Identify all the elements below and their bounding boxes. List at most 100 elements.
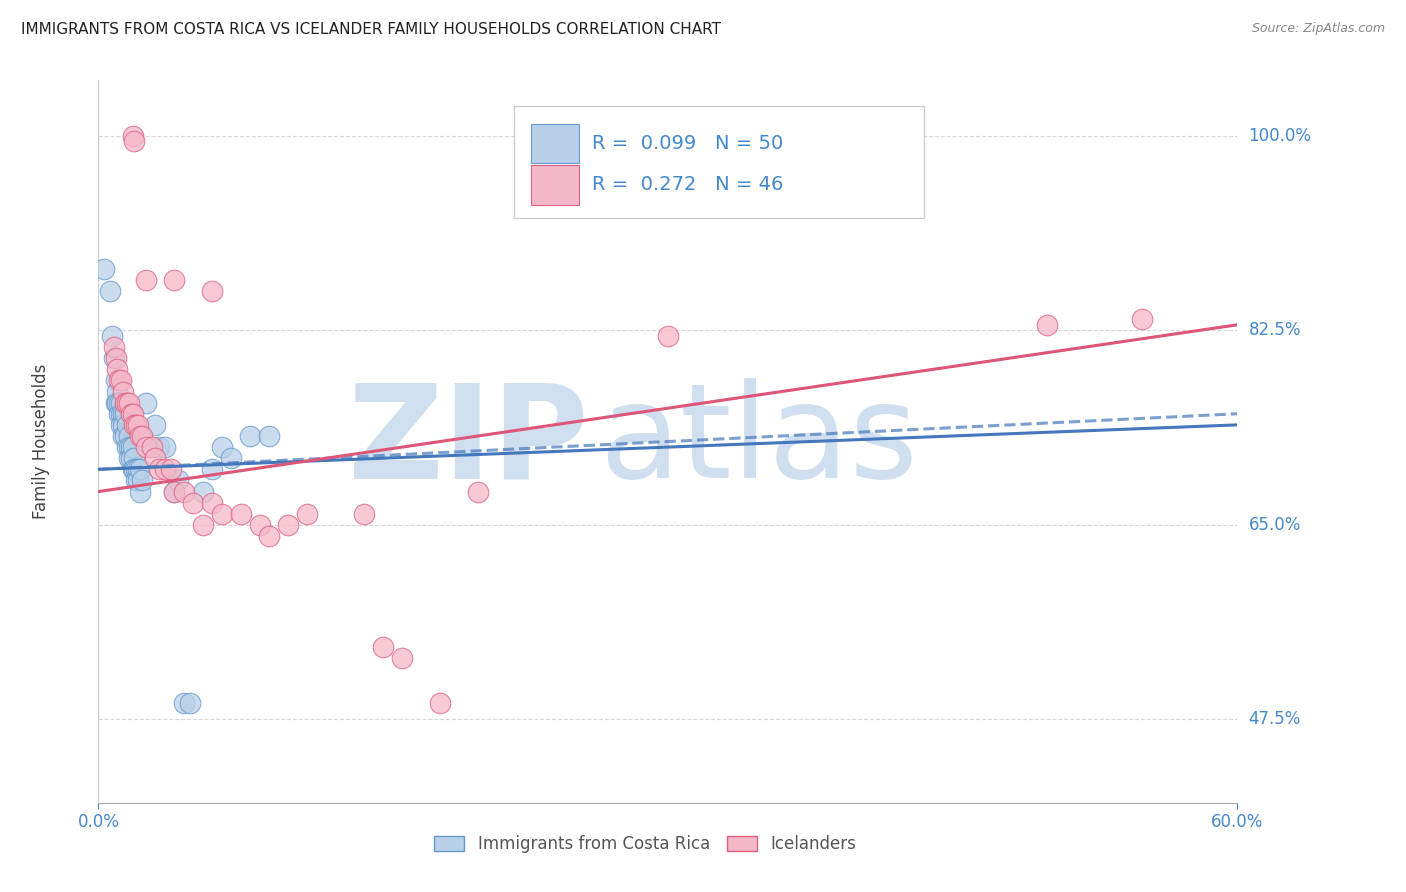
Point — [118, 429, 141, 443]
Point — [145, 417, 167, 432]
Text: 100.0%: 100.0% — [1249, 127, 1312, 145]
Point — [141, 440, 163, 454]
Point — [110, 395, 132, 409]
Point — [120, 440, 142, 454]
Point — [103, 340, 125, 354]
Point — [104, 395, 127, 409]
Point — [107, 362, 129, 376]
Point — [118, 451, 141, 466]
Point — [114, 429, 136, 443]
Point — [191, 484, 214, 499]
Point — [114, 395, 136, 409]
Point — [110, 417, 132, 432]
Point — [121, 407, 143, 421]
Point — [201, 496, 224, 510]
Bar — [531, 165, 579, 204]
Point — [183, 496, 205, 510]
Point — [657, 329, 679, 343]
Point — [131, 429, 153, 443]
Point — [124, 135, 146, 149]
Point — [114, 407, 136, 421]
Point — [104, 351, 127, 366]
Point — [145, 451, 167, 466]
Point — [112, 429, 135, 443]
Point — [167, 474, 190, 488]
Point — [259, 429, 281, 443]
Point — [125, 474, 148, 488]
Point — [100, 329, 122, 343]
Point — [112, 384, 135, 399]
Text: atlas: atlas — [599, 378, 918, 505]
Point — [163, 484, 186, 499]
Point — [108, 373, 131, 387]
Text: R =  0.099   N = 50: R = 0.099 N = 50 — [592, 134, 783, 153]
Point — [153, 440, 176, 454]
Point — [1132, 312, 1154, 326]
Point — [121, 462, 143, 476]
Point — [211, 440, 233, 454]
Point — [118, 395, 141, 409]
Point — [353, 507, 375, 521]
Text: ZIP: ZIP — [347, 378, 588, 505]
Point — [148, 462, 170, 476]
Point — [179, 696, 201, 710]
FancyBboxPatch shape — [515, 105, 924, 218]
Point — [201, 285, 224, 299]
Point — [129, 429, 152, 443]
Point — [173, 484, 195, 499]
Point — [391, 651, 413, 665]
Point — [159, 462, 181, 476]
Point — [107, 384, 129, 399]
Point — [124, 417, 146, 432]
Point — [120, 407, 142, 421]
Point — [120, 451, 142, 466]
Point — [107, 395, 129, 409]
Point — [153, 462, 176, 476]
Point — [127, 474, 149, 488]
Text: Source: ZipAtlas.com: Source: ZipAtlas.com — [1251, 22, 1385, 36]
Text: 47.5%: 47.5% — [1249, 710, 1301, 729]
Point — [191, 517, 214, 532]
Point — [173, 696, 195, 710]
Point — [129, 462, 152, 476]
Point — [277, 517, 299, 532]
Point — [163, 273, 186, 287]
Point — [135, 395, 157, 409]
Point — [121, 128, 143, 143]
Text: Family Households: Family Households — [32, 364, 51, 519]
Text: 65.0%: 65.0% — [1249, 516, 1301, 534]
Point — [112, 407, 135, 421]
Point — [229, 507, 252, 521]
Point — [148, 440, 170, 454]
Point — [98, 285, 121, 299]
Point — [239, 429, 262, 443]
Point — [110, 407, 132, 421]
Point — [429, 696, 451, 710]
Point — [249, 517, 271, 532]
Point — [108, 395, 131, 409]
Point — [127, 462, 149, 476]
Point — [115, 417, 138, 432]
Point — [121, 440, 143, 454]
Point — [93, 262, 115, 277]
Point — [115, 395, 138, 409]
Point — [259, 529, 281, 543]
Text: IMMIGRANTS FROM COSTA RICA VS ICELANDER FAMILY HOUSEHOLDS CORRELATION CHART: IMMIGRANTS FROM COSTA RICA VS ICELANDER … — [21, 22, 721, 37]
Point — [135, 440, 157, 454]
Point — [124, 451, 146, 466]
Point — [108, 407, 131, 421]
Point — [371, 640, 394, 655]
Text: 82.5%: 82.5% — [1249, 321, 1301, 339]
Point — [129, 484, 152, 499]
Point — [115, 440, 138, 454]
Point — [211, 507, 233, 521]
Point — [201, 462, 224, 476]
Point — [112, 417, 135, 432]
Point — [221, 451, 243, 466]
Point — [297, 507, 319, 521]
Point — [110, 373, 132, 387]
Point — [127, 417, 149, 432]
Bar — [531, 124, 579, 163]
Point — [118, 440, 141, 454]
Point — [124, 462, 146, 476]
